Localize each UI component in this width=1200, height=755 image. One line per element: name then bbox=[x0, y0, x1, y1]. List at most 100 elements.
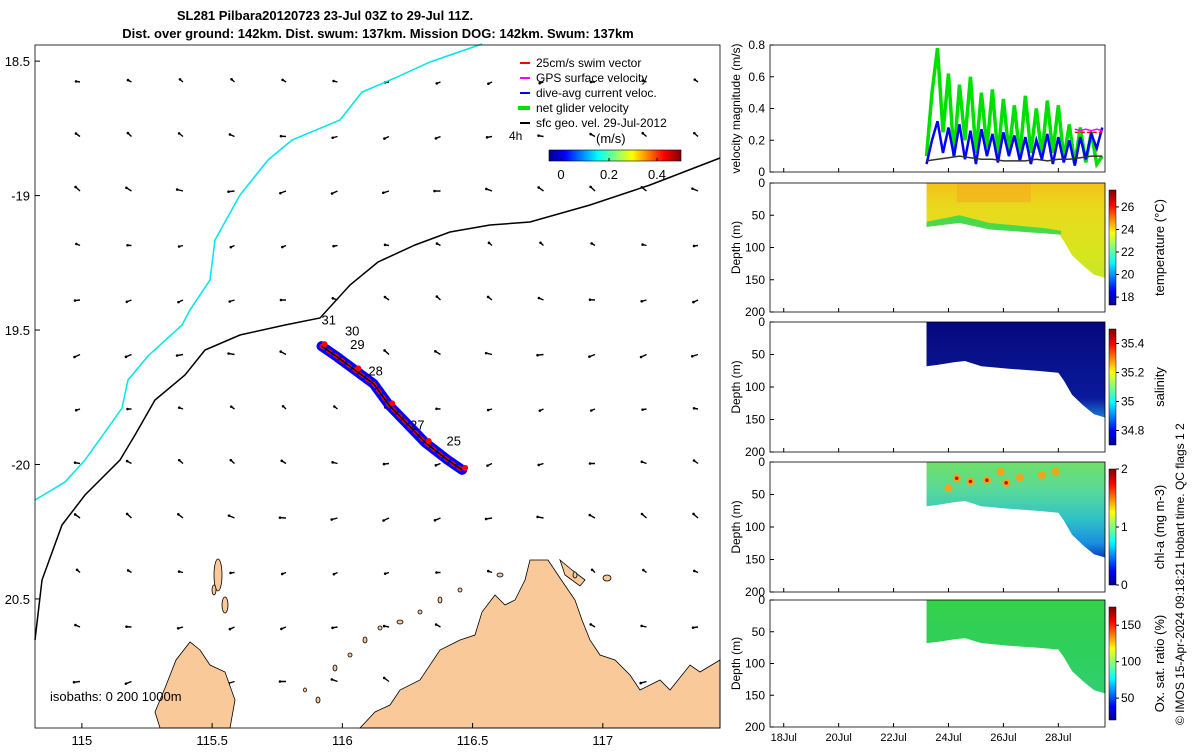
geo-velocity-arrowhead bbox=[536, 516, 539, 519]
geo-velocity-arrowhead bbox=[331, 297, 334, 300]
y-tick-label: 50 bbox=[752, 488, 766, 502]
geo-velocity-arrowhead bbox=[280, 628, 283, 631]
geo-velocity-arrowhead bbox=[178, 459, 181, 462]
geo-velocity-arrowhead bbox=[382, 519, 385, 522]
island bbox=[212, 585, 216, 595]
y-tick-label: 100 bbox=[745, 657, 765, 671]
map-x-tick-label: 116.5 bbox=[457, 733, 489, 748]
island bbox=[458, 588, 462, 592]
geo-velocity-arrowhead bbox=[229, 133, 232, 136]
geo-velocity-arrowhead bbox=[230, 246, 233, 249]
geo-velocity-arrowhead bbox=[487, 82, 490, 85]
y-tick-label: 150 bbox=[745, 273, 765, 287]
geo-velocity-arrowhead bbox=[589, 623, 592, 626]
y-axis-label: Depth (m) bbox=[729, 500, 743, 553]
day-label: 29 bbox=[350, 337, 364, 352]
colorbar-label: Ox. sat. ratio (%) bbox=[1152, 615, 1167, 713]
geo-velocity-arrowhead bbox=[331, 192, 334, 195]
geo-velocity-arrowhead bbox=[76, 569, 79, 572]
geo-velocity-arrowhead bbox=[176, 354, 179, 357]
geo-velocity-arrowhead bbox=[281, 246, 284, 249]
colorbar-tick-label: 50 bbox=[1121, 691, 1135, 705]
geo-velocity-arrowhead bbox=[282, 405, 285, 408]
geo-velocity-arrowhead bbox=[435, 82, 438, 85]
x-tick-label: 24Jul bbox=[935, 732, 961, 744]
geo-velocity-arrowhead bbox=[330, 518, 333, 521]
y-tick-label: 150 bbox=[745, 688, 765, 702]
panel-colorbar bbox=[1109, 329, 1116, 445]
island bbox=[348, 653, 352, 657]
island bbox=[333, 665, 337, 671]
map-y-tick-label: 20.5 bbox=[5, 592, 30, 607]
geo-velocity-arrowhead bbox=[691, 355, 694, 358]
geo-velocity-arrowhead bbox=[331, 136, 334, 139]
geo-velocity-arrowhead bbox=[589, 186, 592, 189]
profile-section bbox=[927, 600, 1105, 693]
y-axis-label: velocity magnitude (m/s) bbox=[729, 43, 743, 173]
x-tick-label: 18Jul bbox=[771, 732, 797, 744]
geo-velocity-arrowhead bbox=[230, 78, 233, 81]
geo-velocity-arrowhead bbox=[383, 625, 386, 628]
geo-velocity-arrowhead bbox=[384, 244, 387, 247]
geo-velocity-arrowhead bbox=[73, 681, 76, 684]
island bbox=[603, 575, 611, 581]
colorbar-tick-label: 24 bbox=[1121, 222, 1135, 236]
geo-velocity-arrowhead bbox=[74, 513, 77, 516]
geo-velocity-arrowhead bbox=[640, 356, 643, 359]
colorbar-unit-label: (m/s) bbox=[596, 131, 626, 146]
swim-vector-cluster bbox=[322, 341, 328, 347]
geo-velocity-arrowhead bbox=[126, 513, 129, 516]
geo-velocity-arrowhead bbox=[73, 356, 76, 359]
geo-velocity-arrowhead bbox=[279, 516, 282, 519]
legend-label-gps: GPS surface velocity bbox=[536, 71, 647, 85]
geo-velocity-arrowhead bbox=[539, 409, 542, 412]
geo-velocity-arrowhead bbox=[383, 677, 386, 680]
x-tick-label: 26Jul bbox=[990, 732, 1016, 744]
geo-velocity-arrowhead bbox=[641, 460, 644, 463]
geo-velocity-arrowhead bbox=[178, 406, 181, 409]
y-tick-label: 100 bbox=[745, 241, 765, 255]
geo-velocity-arrowhead bbox=[641, 243, 644, 246]
geo-velocity-arrowhead bbox=[125, 356, 128, 359]
colorbar-label: salinity bbox=[1152, 367, 1167, 407]
legend-extra-label: 4h bbox=[509, 129, 522, 143]
geo-velocity-arrowhead bbox=[227, 190, 230, 193]
geo-velocity-arrowhead bbox=[74, 299, 77, 302]
island bbox=[304, 688, 307, 692]
y-axis-label: Depth (m) bbox=[729, 637, 743, 690]
y-tick-label: 0.6 bbox=[748, 70, 765, 84]
island bbox=[438, 597, 442, 603]
geo-velocity-arrowhead bbox=[382, 192, 385, 195]
y-tick-label: 0 bbox=[758, 593, 765, 607]
geo-velocity-arrowhead bbox=[487, 409, 490, 412]
geo-velocity-arrowhead bbox=[434, 519, 437, 522]
colorbar-tick-label: 0.4 bbox=[648, 167, 666, 182]
geo-velocity-arrowhead bbox=[539, 242, 542, 245]
legend-label-current: dive-avg current veloc. bbox=[536, 86, 657, 100]
x-tick-label: 28Jul bbox=[1045, 732, 1071, 744]
geo-velocity-arrowhead bbox=[227, 352, 230, 355]
day-label: 28 bbox=[368, 364, 382, 379]
geo-velocity-arrowhead bbox=[485, 352, 488, 355]
day-label: 25 bbox=[447, 434, 461, 449]
geo-velocity-arrowhead bbox=[178, 570, 181, 573]
geo-velocity-arrowhead bbox=[641, 513, 644, 516]
geo-velocity-arrowhead bbox=[75, 80, 78, 83]
geo-velocity-arrowhead bbox=[178, 132, 181, 135]
y-tick-label: 50 bbox=[752, 348, 766, 362]
geo-velocity-arrowhead bbox=[279, 680, 282, 683]
geo-velocity-arrowhead bbox=[74, 186, 77, 189]
geo-velocity-arrowhead bbox=[333, 405, 336, 408]
geo-velocity-arrowhead bbox=[537, 186, 540, 189]
legend-label-net: net glider velocity bbox=[536, 101, 629, 115]
geo-velocity-arrowhead bbox=[126, 408, 129, 411]
panel-colorbar bbox=[1109, 607, 1116, 720]
y-tick-label: 0 bbox=[758, 315, 765, 329]
geo-velocity-arrowhead bbox=[590, 242, 593, 245]
geo-velocity-arrowhead bbox=[693, 78, 696, 81]
geo-velocity-arrowhead bbox=[229, 628, 232, 631]
